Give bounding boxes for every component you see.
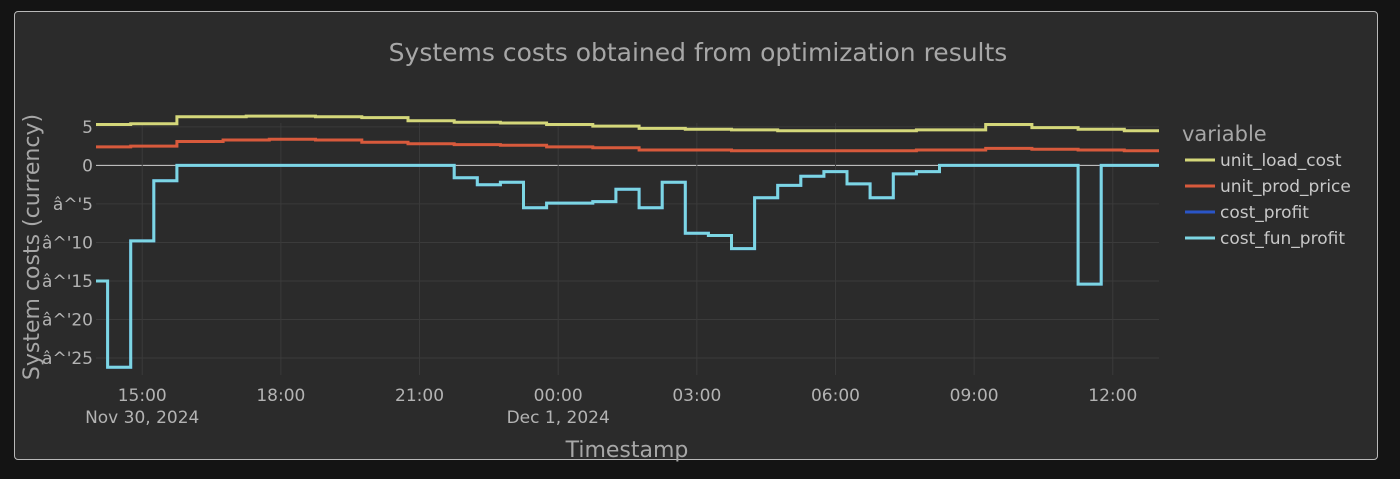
series-line-unit-prod-price [96, 137, 1159, 153]
grid-layer [96, 123, 1159, 375]
series-line-unit-load-cost [96, 114, 1159, 133]
y-tick-label: â^'10 [42, 233, 93, 253]
legend-item-unit-prod-price[interactable]: unit_prod_price [1185, 177, 1351, 197]
x-tick-label: 03:00 [672, 386, 721, 406]
x-tick-label: 15:00 [118, 386, 167, 406]
legend-label: unit_prod_price [1220, 177, 1351, 197]
chart-panel [14, 11, 1378, 460]
legend-item-unit-load-cost[interactable]: unit_load_cost [1185, 151, 1342, 171]
y-tick-label: â^'5 [53, 195, 93, 215]
x-tick-label: 21:00 [395, 386, 444, 406]
y-tick-label: â^'15 [42, 272, 93, 292]
x-tick-date-label: Dec 1, 2024 [507, 408, 610, 428]
x-tick-label: 06:00 [811, 386, 860, 406]
legend: variable unit_load_cost unit_prod_price … [1182, 122, 1351, 249]
y-tick-label: 0 [82, 156, 93, 176]
legend-item-cost-profit[interactable]: cost_profit [1185, 203, 1309, 223]
x-tick-date-label: Nov 30, 2024 [85, 408, 199, 428]
legend-label: cost_fun_profit [1220, 229, 1345, 249]
series-layer [96, 114, 1159, 369]
y-tick-label: â^'20 [42, 311, 93, 331]
x-tick-label: 09:00 [950, 386, 999, 406]
series-line-cost-profit [96, 163, 1159, 369]
y-tick-label: 5 [82, 118, 93, 138]
series-line-cost-fun-profit [96, 163, 1159, 369]
y-tick-label: â^'25 [42, 349, 93, 369]
legend-item-cost-fun-profit[interactable]: cost_fun_profit [1185, 229, 1345, 249]
legend-label: unit_load_cost [1220, 151, 1342, 171]
chart-title: Systems costs obtained from optimization… [389, 38, 1008, 67]
x-tick-label: 00:00 [534, 386, 583, 406]
y-axis-ticks: 5 0 â^'5 â^'10 â^'15 â^'20 â^'25 [42, 118, 93, 369]
legend-title: variable [1182, 122, 1267, 146]
x-axis-title: Timestamp [565, 438, 689, 463]
legend-label: cost_profit [1220, 203, 1309, 223]
y-axis-title: System costs (currency) [20, 114, 45, 380]
x-tick-label: 18:00 [256, 386, 305, 406]
x-tick-label: 12:00 [1088, 386, 1137, 406]
